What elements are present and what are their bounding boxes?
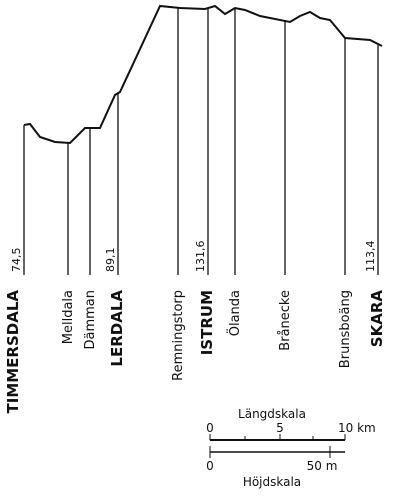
profile-line — [23, 4, 383, 145]
station-name: Dämman — [83, 290, 98, 350]
station-name: SKARA — [368, 290, 386, 348]
station-name: Brunsboäng — [338, 290, 353, 368]
elevation-label: 113,4 — [364, 241, 377, 273]
length-scale-title: Längdskala — [238, 407, 306, 421]
scale-label: 10 km — [338, 421, 376, 435]
station-name: TIMMERSDALA — [4, 290, 22, 414]
scale-label: 5 — [276, 421, 284, 435]
station-name: Brånecke — [278, 290, 293, 351]
station-name: ISTRUM — [198, 290, 216, 355]
station-lines — [23, 8, 379, 275]
station-name: LERDALA — [108, 290, 126, 367]
scale-label: 50 m — [307, 459, 338, 473]
station-name: Ölanda — [226, 290, 243, 336]
scale-label: 0 — [206, 421, 214, 435]
elevation-label: 131,6 — [194, 241, 207, 273]
station-name: Melldala — [61, 290, 76, 344]
station-name: Remningstorp — [171, 290, 186, 381]
height-scale-title: Höjdskala — [243, 475, 301, 489]
scale-label: 0 — [206, 459, 214, 473]
elevation-label: 89,1 — [104, 248, 117, 273]
station-labels: TIMMERSDALA 74,5 Melldala Dämman LERDALA 89,1… — [4, 241, 386, 414]
elevation-label: 74,5 — [10, 248, 23, 273]
